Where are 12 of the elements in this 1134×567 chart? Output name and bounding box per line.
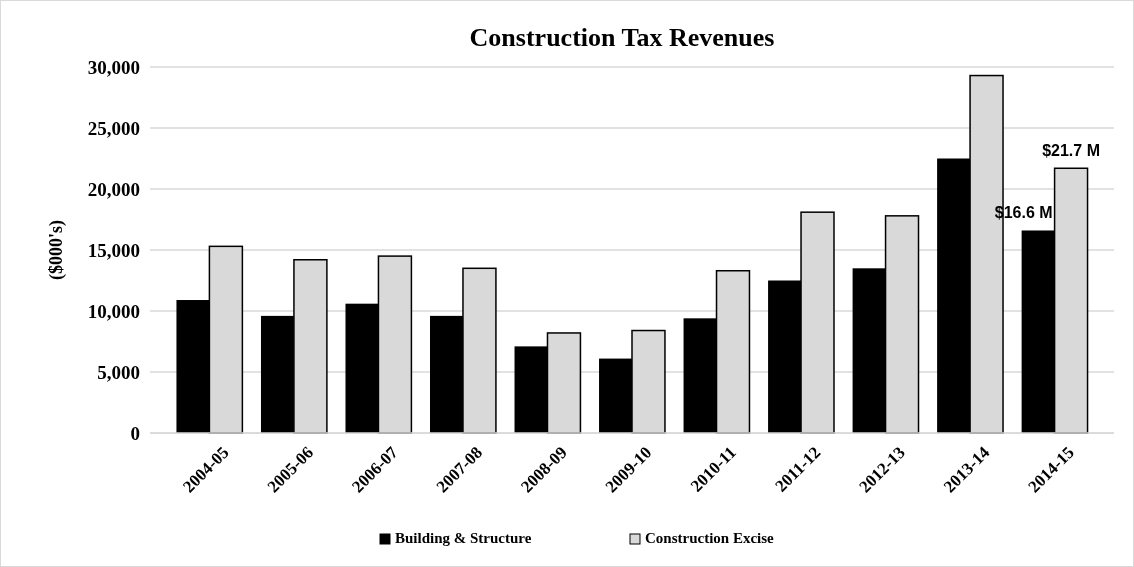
y-tick-label: 5,000 (97, 361, 140, 383)
y-tick-label: 15,000 (87, 239, 140, 261)
y-tick-label: 10,000 (87, 300, 140, 322)
legend-label: Building & Structure (395, 530, 532, 546)
annotation: $21.7 M (1042, 142, 1100, 160)
y-tick-label: 30,000 (87, 56, 140, 78)
legend-label: Construction Excise (645, 530, 775, 546)
y-axis-title: ($000's) (46, 220, 67, 280)
y-tick-label: 25,000 (87, 117, 140, 139)
chart-title: Construction Tax Revenues (469, 23, 775, 52)
y-tick-label: 20,000 (87, 178, 140, 200)
y-tick-label: 0 (130, 422, 140, 444)
